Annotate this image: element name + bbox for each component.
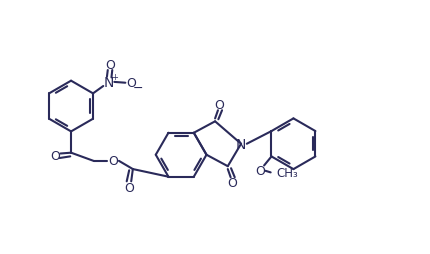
Text: N: N bbox=[103, 76, 114, 90]
Text: +: + bbox=[111, 73, 117, 82]
Text: O: O bbox=[108, 155, 118, 168]
Text: CH₃: CH₃ bbox=[276, 167, 298, 180]
Text: O: O bbox=[227, 176, 236, 189]
Text: O: O bbox=[255, 165, 264, 178]
Text: N: N bbox=[235, 137, 246, 151]
Text: O: O bbox=[49, 149, 59, 162]
Text: −: − bbox=[132, 82, 143, 95]
Text: O: O bbox=[214, 99, 224, 112]
Text: O: O bbox=[104, 59, 114, 72]
Text: O: O bbox=[126, 77, 136, 90]
Text: O: O bbox=[124, 181, 134, 194]
